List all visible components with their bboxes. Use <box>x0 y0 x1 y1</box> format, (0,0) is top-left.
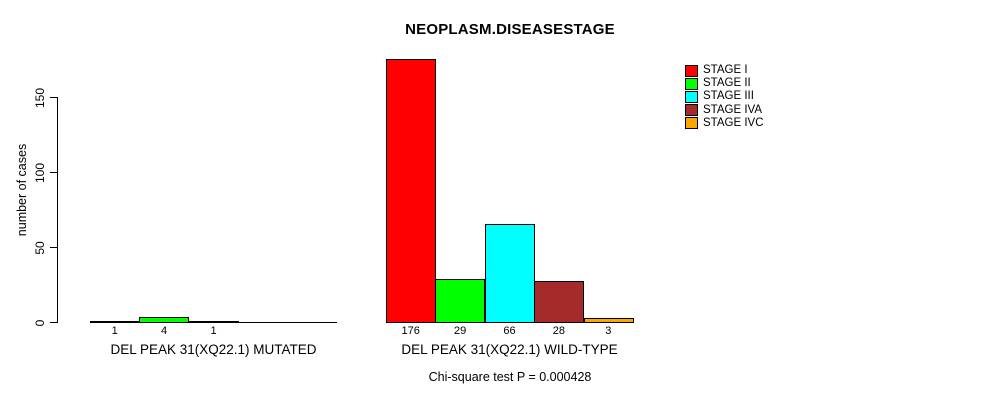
bar-stage-ii-group2 <box>435 279 486 323</box>
legend-label: STAGE IVA <box>703 103 763 116</box>
y-axis-tick <box>50 247 57 248</box>
bar-stage-i-group1 <box>90 321 140 323</box>
legend: STAGE I STAGE II STAGE III STAGE IVA STAGE I… <box>685 64 764 130</box>
bar-value-label: 176 <box>401 325 420 337</box>
legend-item-stage-i: STAGE I <box>685 64 764 77</box>
y-axis-tick-label: 0 <box>33 319 47 326</box>
y-axis-tick-label: 50 <box>33 240 47 255</box>
legend-swatch-icon <box>685 117 698 130</box>
bar-value-label: 3 <box>605 325 612 337</box>
bar-stage-iii-group1 <box>188 321 239 323</box>
bar-value-label: 29 <box>453 325 467 337</box>
y-axis-tick <box>50 322 57 323</box>
y-axis-tick-label: 150 <box>33 87 47 108</box>
group-label-wild-type: DEL PEAK 31(XQ22.1) WILD-TYPE <box>401 342 618 357</box>
legend-item-stage-iii: STAGE III <box>685 90 764 103</box>
chi-square-annotation: Chi-square test P = 0.000428 <box>428 370 592 384</box>
chart-title: NEOPLASM.DISEASESTAGE <box>405 21 615 38</box>
bar-stage-ii-group1 <box>139 316 190 323</box>
y-axis-line <box>57 97 58 323</box>
legend-label: STAGE I <box>703 64 748 77</box>
bar-stage-iii-group2 <box>484 223 535 323</box>
bar-value-label: 28 <box>552 325 566 337</box>
y-axis-tick <box>50 97 57 98</box>
y-axis-tick-label: 100 <box>33 162 47 183</box>
legend-swatch-icon <box>685 77 698 90</box>
bar-stage-ivc-group2 <box>583 318 634 323</box>
bar-value-label: 1 <box>210 325 217 337</box>
bar-value-label: 66 <box>503 325 516 337</box>
group-label-mutated: DEL PEAK 31(XQ22.1) MUTATED <box>110 342 317 357</box>
legend-item-stage-iva: STAGE IVA <box>685 104 764 117</box>
legend-swatch-icon <box>685 104 698 117</box>
bar-value-label: 4 <box>161 325 168 337</box>
legend-label: STAGE IVC <box>703 116 764 129</box>
legend-item-stage-ii: STAGE II <box>685 77 764 90</box>
group-baseline <box>386 322 633 323</box>
bar-stage-i-group2 <box>386 58 436 323</box>
y-axis-tick <box>50 172 57 173</box>
bar-value-label: 1 <box>111 325 118 337</box>
legend-swatch-icon <box>685 90 698 103</box>
legend-swatch-icon <box>685 64 698 77</box>
legend-label: STAGE III <box>703 90 754 103</box>
legend-label: STAGE II <box>703 77 751 90</box>
legend-item-stage-ivc: STAGE IVC <box>685 117 764 130</box>
bar-stage-iva-group2 <box>534 280 585 323</box>
